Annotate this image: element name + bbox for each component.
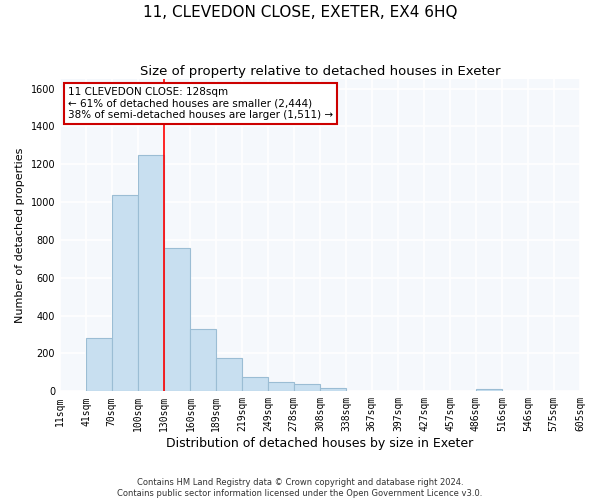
Text: 11 CLEVEDON CLOSE: 128sqm
← 61% of detached houses are smaller (2,444)
38% of se: 11 CLEVEDON CLOSE: 128sqm ← 61% of detac… (68, 87, 333, 120)
Bar (216, 358, 242, 392)
Bar (476, 390, 502, 392)
Title: Size of property relative to detached houses in Exeter: Size of property relative to detached ho… (140, 65, 500, 78)
Text: 11, CLEVEDON CLOSE, EXETER, EX4 6HQ: 11, CLEVEDON CLOSE, EXETER, EX4 6HQ (143, 5, 457, 20)
Y-axis label: Number of detached properties: Number of detached properties (15, 148, 25, 323)
Bar (86, 338, 112, 392)
X-axis label: Distribution of detached houses by size in Exeter: Distribution of detached houses by size … (166, 437, 473, 450)
Bar (242, 377, 268, 392)
Bar (164, 248, 190, 392)
Bar (190, 329, 216, 392)
Bar (320, 388, 346, 392)
Text: Contains HM Land Registry data © Crown copyright and database right 2024.
Contai: Contains HM Land Registry data © Crown c… (118, 478, 482, 498)
Bar (112, 194, 138, 392)
Bar (294, 384, 320, 392)
Bar (138, 155, 164, 392)
Bar (268, 382, 294, 392)
